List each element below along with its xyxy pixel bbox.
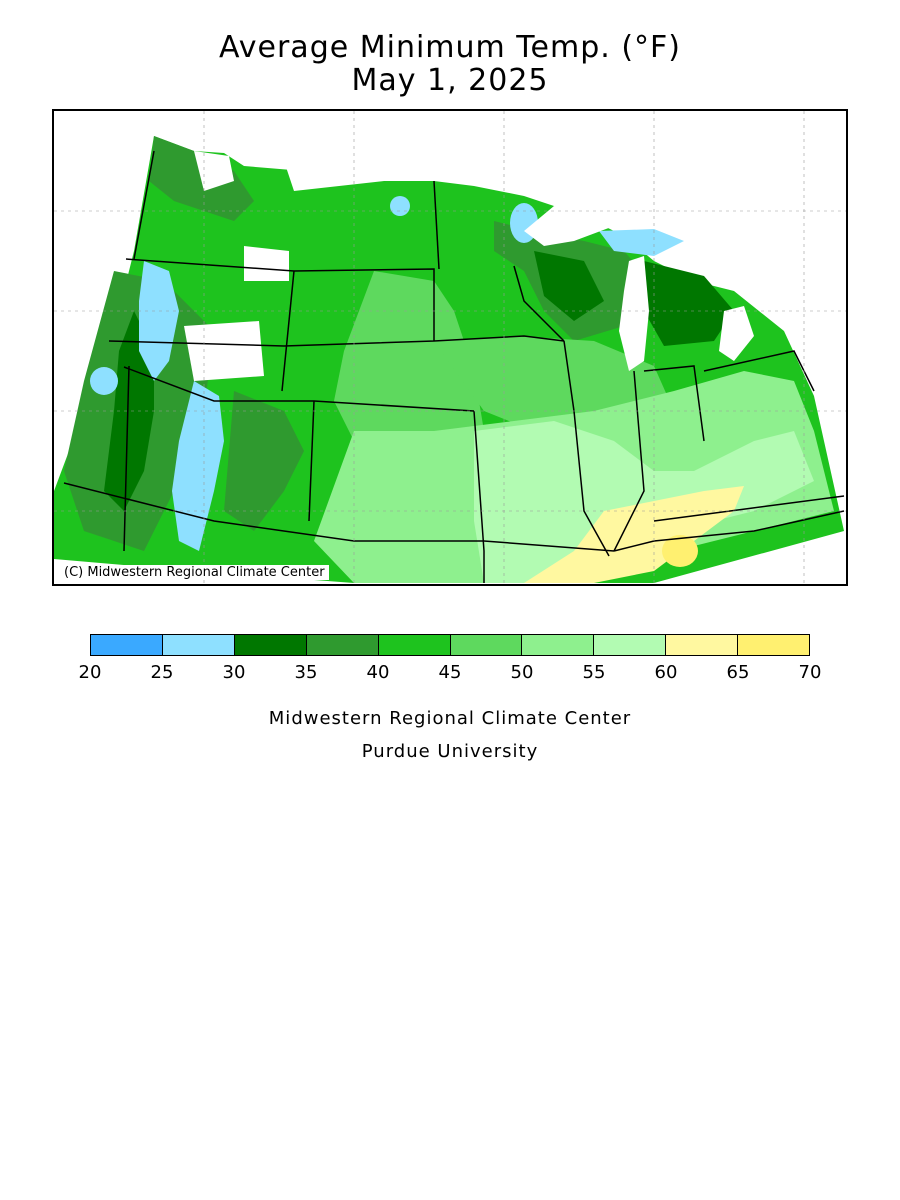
legend-tick-label: 45 — [438, 662, 462, 683]
legend-tick-label: 20 — [78, 662, 102, 683]
legend-swatch — [522, 635, 595, 655]
legend-swatch — [234, 635, 307, 655]
map-title: Average Minimum Temp. (°F) — [219, 30, 681, 65]
zone-sw-30 — [224, 391, 304, 531]
temperature-map — [54, 111, 846, 584]
legend-swatch — [594, 635, 667, 655]
legend-tick-label: 50 — [510, 662, 534, 683]
legend-swatch — [91, 635, 163, 655]
legend-tick-label: 30 — [222, 662, 246, 683]
grid-lines — [54, 111, 846, 584]
zone-e-55 — [474, 421, 814, 583]
credit-university: Purdue University — [361, 741, 539, 762]
zone-c-45 — [334, 271, 484, 441]
missing-patch-4 — [284, 156, 384, 191]
legend-swatch — [162, 635, 235, 655]
map-frame: (C) Midwestern Regional Climate Center — [52, 109, 848, 586]
cold-pocket-6 — [90, 367, 118, 395]
legend-swatch — [306, 635, 379, 655]
zone-w-30 — [104, 311, 154, 511]
missing-patch-3 — [184, 321, 264, 381]
map-date: May 1, 2025 — [351, 63, 549, 98]
lake-huron — [719, 306, 754, 361]
cold-pocket-3 — [390, 196, 410, 216]
zone-mi-30 — [644, 261, 734, 346]
legend-swatch — [666, 635, 739, 655]
cold-pocket-1 — [139, 261, 179, 381]
zone-wi-30 — [534, 251, 604, 321]
legend-swatch — [738, 635, 810, 655]
legend-tick-label: 65 — [726, 662, 750, 683]
zone-warm-65 — [662, 535, 698, 567]
credit-org: Midwestern Regional Climate Center — [268, 708, 632, 729]
legend-swatch — [378, 635, 451, 655]
legend-swatch — [450, 635, 523, 655]
legend-tick-label: 40 — [366, 662, 390, 683]
zone-warm-60 — [524, 486, 744, 583]
legend-tick-label: 70 — [798, 662, 822, 683]
lake-michigan — [619, 256, 649, 371]
legend-tick-label: 35 — [294, 662, 318, 683]
cold-pocket-5 — [599, 229, 684, 256]
legend-tick-label: 25 — [150, 662, 174, 683]
lake-superior — [524, 206, 614, 246]
map-copyright: (C) Midwestern Regional Climate Center — [60, 565, 329, 580]
legend-tick-label: 55 — [582, 662, 606, 683]
cold-pocket-2 — [172, 381, 224, 551]
color-legend — [90, 634, 810, 656]
missing-patch-2 — [244, 246, 289, 281]
legend-ticks: 20 25 30 35 40 45 50 55 60 65 70 — [79, 662, 822, 684]
legend-tick-label: 60 — [654, 662, 678, 683]
